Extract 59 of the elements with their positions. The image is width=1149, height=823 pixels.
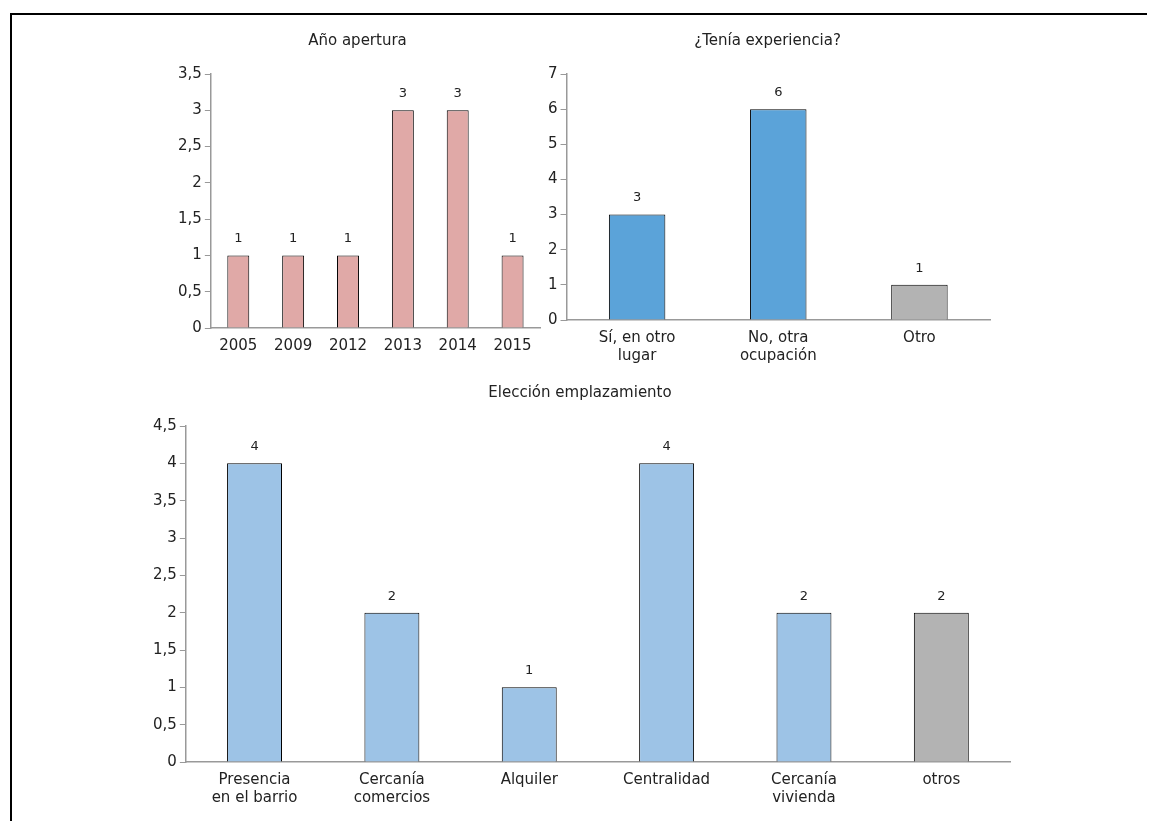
data-label: 6 [774, 84, 783, 100]
data-label: 4 [662, 438, 671, 454]
y-tick-label: 2,5 [178, 136, 202, 155]
y-tick-label: 7 [548, 63, 558, 82]
x-tick-label: Otro [903, 327, 936, 346]
x-tick-label: 2012 [328, 335, 368, 354]
x-tick-label: 2014 [438, 335, 477, 354]
chart-title: Elección emplazamiento [488, 382, 672, 401]
x-tick-label: 2013 [383, 335, 422, 354]
data-label: 3 [453, 85, 462, 101]
y-tick-label: 5 [548, 134, 558, 153]
y-tick-label: 4,5 [153, 415, 177, 434]
data-label: 2 [937, 587, 946, 603]
data-label: 1 [525, 662, 534, 678]
chart-title: Año apertura [308, 30, 407, 49]
data-label: 1 [234, 230, 243, 246]
chart-title: ¿Tenía experiencia? [694, 30, 841, 49]
x-tick-label: Centralidad [623, 769, 711, 788]
y-tick-label: 4 [548, 169, 558, 188]
y-tick-label: 3 [167, 527, 177, 546]
y-tick-label: 2 [548, 239, 558, 258]
y-tick-label: 0 [192, 317, 202, 336]
y-tick-label: 0 [167, 751, 177, 770]
x-tick-label: otros [922, 769, 961, 788]
data-label: 4 [250, 438, 259, 454]
y-tick-label: 3 [548, 204, 558, 223]
data-label: 2 [387, 587, 397, 603]
y-tick-label: 3,5 [178, 63, 202, 82]
x-tick-label: Presencia en el barrio [211, 769, 298, 806]
x-tick-label: Cercanía vivienda [771, 769, 837, 806]
y-tick-label: 3,5 [153, 490, 177, 509]
y-tick-label: 4 [167, 453, 177, 472]
x-tick-label: 2009 [274, 335, 313, 354]
x-tick-label: Cercanía comercios [353, 769, 431, 806]
data-label: 3 [398, 85, 407, 101]
x-tick-label: Alquiler [500, 769, 559, 788]
data-label: 1 [289, 230, 298, 246]
x-tick-label: 2015 [493, 335, 532, 354]
y-tick-label: 1 [192, 245, 202, 264]
y-tick-label: 2 [192, 172, 202, 191]
x-tick-label: No, otra ocupación [739, 327, 817, 364]
y-tick-label: 3 [192, 100, 202, 119]
y-tick-label: 0,5 [178, 281, 202, 300]
y-tick-label: 6 [548, 99, 558, 118]
y-tick-label: 2,5 [153, 565, 177, 584]
data-label: 2 [799, 587, 809, 603]
data-label: 1 [915, 259, 924, 275]
y-tick-label: 1 [548, 274, 558, 293]
data-label: 1 [343, 230, 353, 246]
data-label: 3 [632, 189, 642, 205]
y-tick-label: 0 [548, 309, 558, 328]
y-tick-label: 1 [167, 677, 177, 696]
x-tick-label: 2005 [219, 335, 258, 354]
y-tick-label: 1,5 [153, 639, 177, 658]
y-tick-label: 0,5 [153, 714, 177, 733]
y-tick-label: 2 [167, 602, 177, 621]
y-tick-label: 1,5 [178, 209, 202, 228]
x-tick-label: Sí, en otro lugar [598, 327, 676, 364]
data-label: 1 [508, 230, 517, 246]
